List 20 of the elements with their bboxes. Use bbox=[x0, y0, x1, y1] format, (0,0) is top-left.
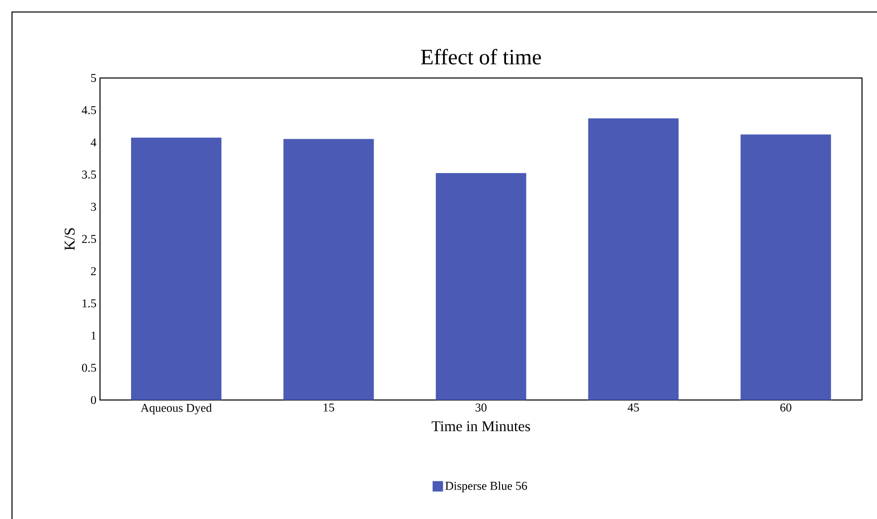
y-tick-label: 1.5 bbox=[82, 299, 96, 308]
y-tick-label: 3 bbox=[91, 202, 96, 211]
x-tick-label: 30 bbox=[476, 404, 487, 412]
y-tick-label: 0 bbox=[90, 396, 96, 404]
y-tick-label: 4.5 bbox=[82, 106, 96, 114]
y-tick-label: 2 bbox=[91, 267, 96, 276]
legend-label: Disperse Blue 56 bbox=[445, 481, 528, 492]
chart-title: Effect of time bbox=[420, 48, 541, 64]
x-tick-label: Aqueous Dyed bbox=[140, 404, 212, 414]
y-tick-label: 4 bbox=[90, 138, 96, 146]
y-tick-label: 0.5 bbox=[82, 364, 96, 372]
y-axis-title: K/S bbox=[64, 228, 75, 250]
x-tick-label: 60 bbox=[780, 404, 792, 412]
y-tick-label: 3.5 bbox=[82, 170, 96, 179]
x-tick-label: 15 bbox=[324, 404, 334, 412]
x-tick-label: 45 bbox=[628, 404, 639, 412]
x-axis-title: Time in Minutes bbox=[432, 421, 530, 432]
y-tick-label: 2.5 bbox=[82, 234, 96, 244]
y-tick-label: 1 bbox=[92, 332, 96, 340]
y-tick-label: 5 bbox=[91, 74, 96, 82]
